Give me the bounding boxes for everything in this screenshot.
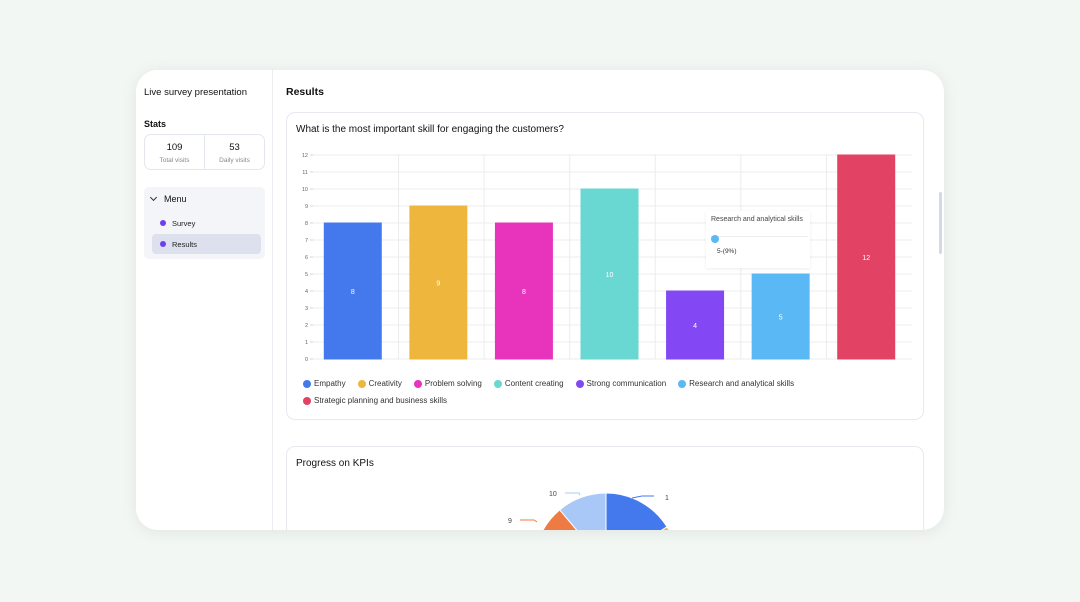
- menu: Menu Survey Results: [144, 187, 265, 259]
- y-tick-label: 5: [305, 272, 308, 278]
- y-tick-label: 8: [305, 221, 308, 227]
- stats-heading: Stats: [144, 119, 167, 129]
- y-tick-label: 11: [302, 170, 308, 176]
- legend-dot-icon: [678, 379, 687, 388]
- stat-daily-visits: 53 Daily visits: [204, 135, 264, 169]
- page-title: Results: [286, 86, 324, 98]
- pie-label: 9: [508, 518, 512, 525]
- y-tick-label: 7: [305, 238, 308, 244]
- pie-slice-1[interactable]: [605, 492, 668, 530]
- tooltip-color-dot: [711, 235, 719, 243]
- tooltip-divider: [711, 236, 808, 237]
- legend-item[interactable]: Creativity: [357, 378, 402, 389]
- stat-label: Daily visits: [219, 157, 250, 164]
- y-tick-label: 3: [305, 306, 308, 312]
- pie-label: 10: [549, 491, 557, 498]
- app-window: Live survey presentation Stats 109 Total…: [136, 70, 944, 530]
- sidebar: Live survey presentation Stats 109 Total…: [136, 70, 273, 530]
- stat-total-visits: 109 Total visits: [145, 135, 204, 169]
- stat-value: 109: [166, 142, 183, 153]
- legend-label: Creativity: [368, 379, 402, 388]
- card-title: Progress on KPIs: [296, 458, 374, 469]
- bar-value-label: 4: [693, 323, 697, 330]
- pie-slice-10[interactable]: [559, 492, 607, 530]
- y-tick-label: 2: [305, 323, 308, 329]
- leader-line: [565, 492, 581, 496]
- y-tick-label: 4: [305, 289, 308, 295]
- bar-strategic-planning-and-business-skills[interactable]: [837, 154, 896, 360]
- sidebar-item-label: Results: [172, 239, 198, 249]
- stat-label: Total visits: [159, 157, 190, 164]
- sidebar-item-label: Survey: [172, 218, 196, 228]
- bar-research-and-analytical-skills[interactable]: [751, 273, 810, 360]
- legend-item[interactable]: Content creating: [493, 378, 564, 389]
- leader-line: [631, 495, 654, 499]
- main-content: Results What is the most important skill…: [273, 70, 944, 530]
- bar-problem-solving[interactable]: [494, 222, 553, 360]
- bullet-icon: [160, 241, 166, 247]
- bullet-icon: [160, 220, 166, 226]
- scrollbar[interactable]: [939, 192, 942, 254]
- legend-label: Problem solving: [424, 379, 482, 388]
- legend-item[interactable]: Strategic planning and business skills: [303, 395, 447, 406]
- legend-dot-icon: [303, 379, 311, 388]
- legend-item[interactable]: Problem solving: [413, 378, 482, 389]
- bar-value-label: 10: [606, 272, 614, 279]
- legend-label: Strong communication: [586, 379, 667, 388]
- bar-empathy[interactable]: [323, 222, 382, 360]
- menu-toggle[interactable]: Menu: [149, 193, 187, 204]
- card-title: What is the most important skill for eng…: [296, 124, 564, 135]
- legend-item[interactable]: Empathy: [303, 378, 346, 389]
- stats-box: 109 Total visits 53 Daily visits: [144, 134, 265, 170]
- legend-item[interactable]: Research and analytical skills: [678, 378, 794, 389]
- bar-value-label: 8: [351, 289, 355, 296]
- legend-label: Research and analytical skills: [689, 379, 795, 388]
- legend-dot-icon: [413, 379, 422, 388]
- stat-value: 53: [229, 142, 240, 153]
- bar-value-label: 12: [862, 255, 870, 262]
- app-title: Live survey presentation: [144, 87, 247, 98]
- y-tick-label: 1: [305, 340, 308, 346]
- pie-label: 1: [665, 495, 669, 502]
- y-tick-label: 9: [305, 204, 308, 210]
- y-tick-label: 12: [302, 153, 308, 159]
- leader-line: [520, 519, 538, 523]
- bar-value-label: 9: [436, 281, 440, 288]
- legend-dot-icon: [303, 396, 311, 405]
- menu-label: Menu: [164, 194, 187, 204]
- tooltip-title: Research and analytical skills: [711, 216, 803, 223]
- pie-slice-2[interactable]: [606, 526, 677, 530]
- tooltip-value: 5-(9%): [717, 248, 737, 255]
- legend-label: Content creating: [504, 379, 564, 388]
- pie-chart: 1 10 9: [508, 491, 677, 530]
- legend-dot-icon: [357, 379, 366, 388]
- y-tick-label: 0: [305, 357, 308, 363]
- sidebar-item-results[interactable]: Results: [152, 234, 261, 254]
- chart-legend: Empathy Creativity Problem solving Content …: [303, 378, 903, 406]
- y-tick-label: 6: [305, 255, 308, 261]
- sidebar-item-survey[interactable]: Survey: [152, 213, 261, 233]
- bar-value-label: 8: [522, 289, 526, 296]
- bar-creativity[interactable]: [409, 205, 468, 360]
- legend-dot-icon: [493, 379, 502, 388]
- legend-label: Strategic planning and business skills: [314, 396, 447, 405]
- bar-content-creating[interactable]: [580, 188, 639, 360]
- legend-dot-icon: [575, 379, 584, 388]
- bar-chart-card: What is the most important skill for eng…: [286, 112, 924, 420]
- y-tick-label: 10: [302, 187, 308, 193]
- legend-label: Empathy: [314, 379, 346, 388]
- bar-value-label: 5: [779, 315, 783, 322]
- bar-strong-communication[interactable]: [666, 290, 725, 360]
- pie-chart-card: Progress on KPIs 1 10 9: [286, 446, 924, 530]
- chevron-down-icon: [149, 193, 158, 202]
- chart-tooltip: Research and analytical skills 5-(9%): [706, 211, 810, 268]
- legend-item[interactable]: Strong communication: [575, 378, 667, 389]
